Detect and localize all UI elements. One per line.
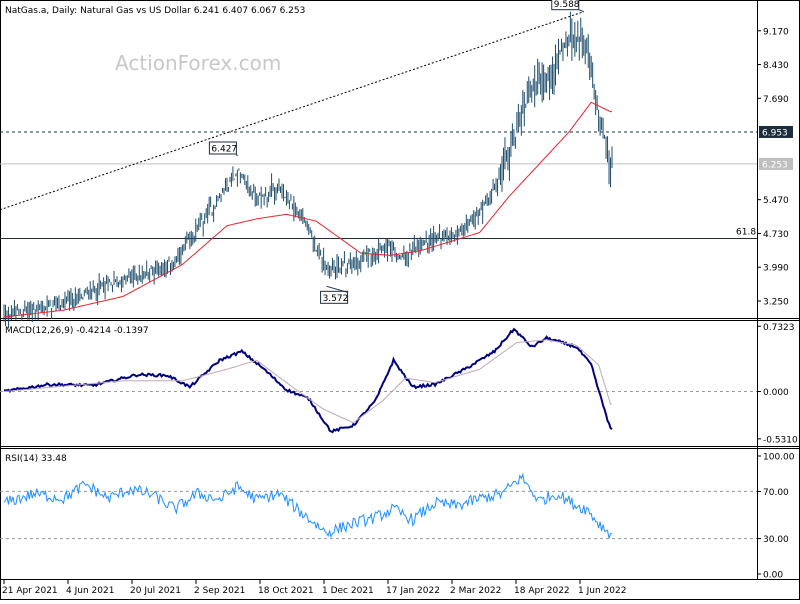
price-axis-label: 4.730 — [763, 230, 789, 240]
price-axis-label: 9.170 — [763, 27, 789, 37]
watermark: ActionForex.com — [115, 51, 281, 75]
time-axis-label: 1 Dec 2021 — [322, 586, 374, 596]
price-axis-label: 6.953 — [762, 128, 788, 138]
fib-level-label: 61.8 — [736, 227, 756, 237]
time-axis-label: 4 Jun 2021 — [66, 586, 114, 596]
price-label-box — [759, 157, 793, 170]
rsi-axis-label: 30.00 — [763, 535, 789, 545]
time-axis-label: 20 Jul 2021 — [130, 586, 181, 596]
macd-axis-label: -0.5310 — [763, 435, 798, 445]
trendline — [0, 11, 584, 211]
rsi-panel: 100.00 70.00 30.00 0.00 — [0, 453, 795, 581]
time-axis-label: 17 Jan 2022 — [386, 586, 440, 596]
rsi-line — [3, 472, 613, 539]
price-axis-label: 8.430 — [763, 61, 789, 71]
annotation-label: 9.588 — [554, 0, 580, 10]
annotation-box — [208, 141, 237, 155]
price-panel: 9.170 8.430 7.690 6.953 6.253 5.470 4.730 3.990… — [0, 0, 793, 329]
macd-axis-label: 0.000 — [763, 388, 789, 398]
price-axis-label: 5.470 — [763, 196, 789, 206]
rsi-axis-label: 70.00 — [763, 488, 789, 498]
rsi-axis-label: 100.00 — [763, 453, 795, 463]
time-axis: 21 Apr 2021 4 Jun 2021 20 Jul 2021 2 Sep 20… — [2, 580, 626, 596]
macd-panel-header: MACD(12,26,9) -0.4214 -0.1397 — [5, 326, 149, 336]
rsi-panel-header: RSI(14) 33.48 — [5, 454, 67, 464]
price-axis-label: 3.250 — [763, 298, 789, 308]
price-label-box — [759, 125, 793, 138]
annotation-label: 6.427 — [211, 144, 237, 154]
annotation-leader — [578, 9, 584, 13]
annotation-box — [320, 290, 349, 304]
annotation-leader — [326, 285, 348, 293]
moving-average-line — [3, 101, 612, 318]
annotation-label: 3.572 — [323, 294, 349, 304]
price-axis-label: 7.690 — [763, 95, 789, 105]
rsi-axis-label: 0.00 — [763, 571, 783, 581]
annotation-box — [551, 0, 580, 11]
time-axis-label: 18 Oct 2021 — [258, 586, 314, 596]
time-axis-label: 18 Apr 2022 — [514, 586, 570, 596]
time-axis-label: 21 Apr 2021 — [2, 586, 58, 596]
macd-panel: 0.7323 0.000 -0.5310 — [0, 323, 798, 445]
price-axis-label: 6.253 — [762, 160, 788, 170]
time-axis-label: 2 Mar 2022 — [450, 586, 501, 596]
time-axis-label: 2 Sep 2021 — [194, 586, 245, 596]
price-panel-header: NatGas.a, Daily: Natural Gas vs US Dolla… — [5, 6, 305, 16]
price-axis-label: 3.990 — [763, 264, 789, 274]
macd-signal-line — [3, 339, 612, 424]
macd-axis-label: 0.7323 — [763, 323, 795, 333]
time-axis-label: 1 Jun 2022 — [578, 586, 626, 596]
annotation-leader — [235, 153, 238, 157]
